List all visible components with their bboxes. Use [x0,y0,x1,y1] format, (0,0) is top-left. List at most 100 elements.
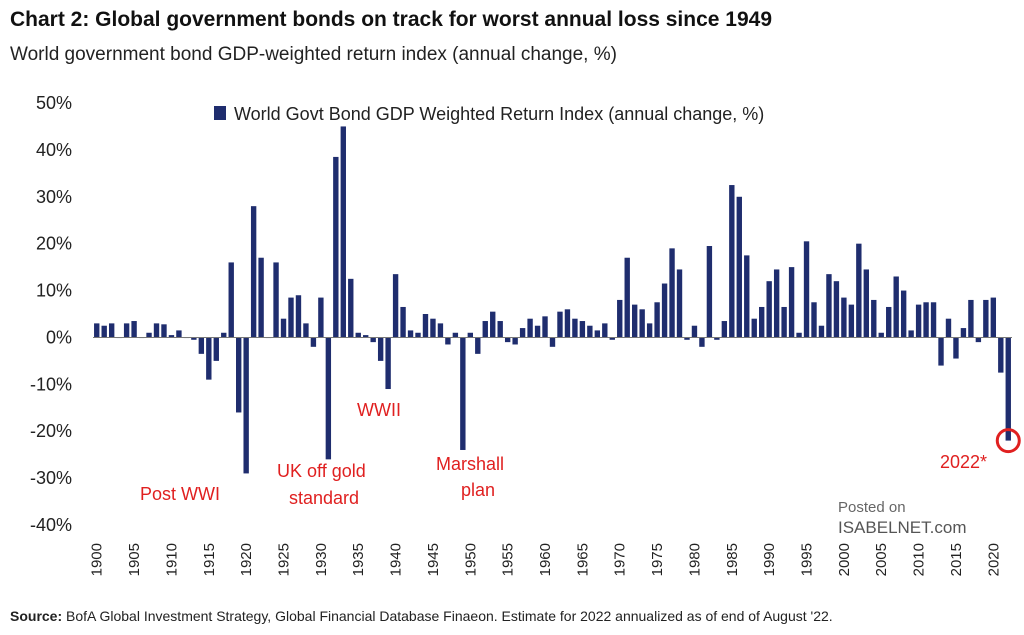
bar-1927 [295,295,302,338]
bar-1918 [228,262,234,338]
bar-1978 [676,269,683,338]
bar-2003 [863,269,869,338]
bar-1993 [788,267,795,338]
bar-1982 [706,246,713,338]
y-tick-label: -30% [30,468,72,488]
bar-1942 [407,330,414,338]
bar-1913 [191,337,197,340]
bar-1974 [646,323,653,338]
bar-1964 [572,318,578,338]
x-tick-label: 1950 [462,543,479,576]
bar-1902 [108,323,115,338]
bar-1936 [363,335,369,338]
bar-2007 [893,276,899,338]
x-tick-label: 2005 [873,543,890,576]
bar-1972 [631,304,638,338]
bar-1940 [392,274,399,338]
bar-1975 [654,302,660,338]
bar-1922 [258,257,264,338]
x-tick-label: 1995 [799,543,816,576]
source-text: BofA Global Investment Strategy, Global … [66,608,833,624]
bar-1904 [123,323,130,338]
x-tick-label: 1910 [163,543,180,576]
bar-1970 [617,299,623,338]
bar-1960 [542,316,548,338]
bar-1930 [318,297,324,338]
x-tick-label: 1940 [388,543,405,576]
bar-1994 [796,332,802,338]
x-tick-label: 1975 [649,543,666,576]
legend-label: World Govt Bond GDP Weighted Return Inde… [234,104,764,124]
bar-1999 [833,281,840,338]
bar-1944 [422,314,429,338]
bar-2022 [1005,337,1011,441]
bar-1938 [377,337,384,361]
watermark-line2: ISABELNET.com [838,518,967,537]
bar-2009 [908,330,914,338]
bar-1992 [781,306,787,338]
bar-1933 [340,126,346,338]
bar-2021 [998,337,1004,373]
annotation-label: plan [461,480,495,500]
bar-1924 [273,262,279,338]
bar-1986 [736,196,742,338]
x-tick-label: 1955 [500,543,517,576]
bar-1987 [744,255,750,338]
annotation-label: 2022* [940,452,987,472]
bar-1939 [385,337,391,390]
bar-1916 [213,337,219,361]
bar-1977 [669,248,675,338]
bar-1919 [236,337,242,413]
x-axis-ticks: 1900 1905 1910 1915 1920 1925 1930 1935 1940 1945… [89,543,1003,576]
x-tick-label: 2015 [948,543,965,576]
bar-1996 [811,302,817,338]
bar-1917 [221,332,227,338]
bar-1955 [504,337,511,343]
x-tick-label: 2000 [836,543,853,576]
bar-1935 [355,332,361,338]
bar-1914 [198,337,205,354]
legend-swatch [214,106,226,120]
bar-1991 [773,269,780,338]
x-tick-label: 1920 [238,543,255,576]
x-tick-label: 2010 [911,543,928,576]
y-tick-label: 40% [36,140,72,160]
bar-2013 [938,337,944,366]
bar-2020 [990,297,997,338]
bar-1932 [333,156,339,338]
bar-1956 [512,337,518,345]
bar-1947 [445,337,451,345]
bar-1998 [826,274,832,338]
bar-1934 [348,278,354,338]
bar-1950 [467,332,474,338]
bar-1928 [303,323,309,338]
bar-2010 [915,304,922,338]
y-tick-label: -40% [30,515,72,535]
bar-1954 [497,321,503,338]
bar-1901 [101,325,107,338]
bar-1909 [161,324,167,338]
bar-1962 [557,311,563,338]
chart-subtitle: World government bond GDP-weighted retur… [10,44,617,65]
bar-1946 [437,323,444,338]
bar-1937 [370,337,376,343]
chart-annotations: Post WWI UK off gold standard WWII Marshall p… [140,400,987,508]
bar-2006 [886,306,892,338]
bar-1952 [482,321,488,338]
watermark: Posted on ISABELNET.com [838,498,967,538]
chart-title: Chart 2: Global government bonds on trac… [10,8,773,31]
bar-1921 [250,206,257,338]
annotation-label: Post WWI [140,484,220,504]
bar-1911 [176,330,182,338]
bar-1900 [94,323,100,338]
bar-2008 [900,290,907,338]
annotation-label: standard [289,488,359,508]
bar-2004 [871,299,877,338]
x-tick-label: 1960 [537,543,554,576]
bar-2001 [848,304,855,338]
bar-2000 [841,297,847,338]
bar-2005 [878,332,884,338]
y-tick-label: 30% [36,187,72,207]
watermark-line1: Posted on [838,499,906,516]
bar-1965 [579,321,586,338]
